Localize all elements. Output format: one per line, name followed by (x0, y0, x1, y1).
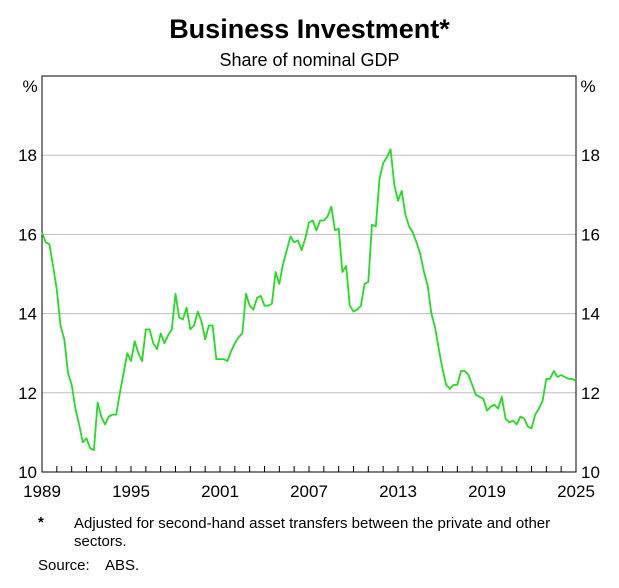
y-tick-label-right: 18 (581, 146, 600, 165)
y-tick-labels: 10 10 12 12 14 14 16 16 18 18 (18, 146, 600, 482)
gridlines (42, 154, 576, 394)
y-unit-right: % (580, 77, 595, 96)
y-tick-label-left: 16 (18, 225, 37, 244)
source-value: ABS. (105, 557, 140, 574)
y-tick-label-right: 16 (581, 225, 600, 244)
y-tick-label-right: 10 (581, 463, 600, 482)
y-tick-label-left: 10 (18, 463, 37, 482)
footnote-text: Adjusted for second-hand asset transfers… (74, 515, 551, 550)
x-tick-label: 2013 (379, 482, 417, 501)
chart-title: Business Investment* (169, 14, 450, 44)
x-ticks (41, 466, 577, 472)
footnote-marker: * (38, 514, 44, 531)
plot-frame (41, 75, 577, 473)
series-line (41, 148, 577, 452)
y-tick-label-left: 12 (18, 384, 37, 403)
x-tick-label: 2019 (468, 482, 506, 501)
x-tick-label: 2001 (201, 482, 239, 501)
y-tick-label-right: 12 (581, 384, 600, 403)
x-tick-label: 2025 (557, 482, 595, 501)
y-unit-left: % (22, 77, 37, 96)
x-tick-label: 1989 (23, 482, 61, 501)
x-tick-labels: 1989 1995 2001 2007 2013 2019 2025 (23, 482, 595, 501)
x-tick-label: 1995 (112, 482, 150, 501)
y-tick-label-right: 14 (581, 305, 600, 324)
y-tick-label-left: 14 (18, 305, 37, 324)
source-label: Source: (38, 557, 90, 574)
x-tick-label: 2007 (290, 482, 328, 501)
chart-subtitle: Share of nominal GDP (219, 50, 400, 70)
y-tick-label-left: 18 (18, 146, 37, 165)
